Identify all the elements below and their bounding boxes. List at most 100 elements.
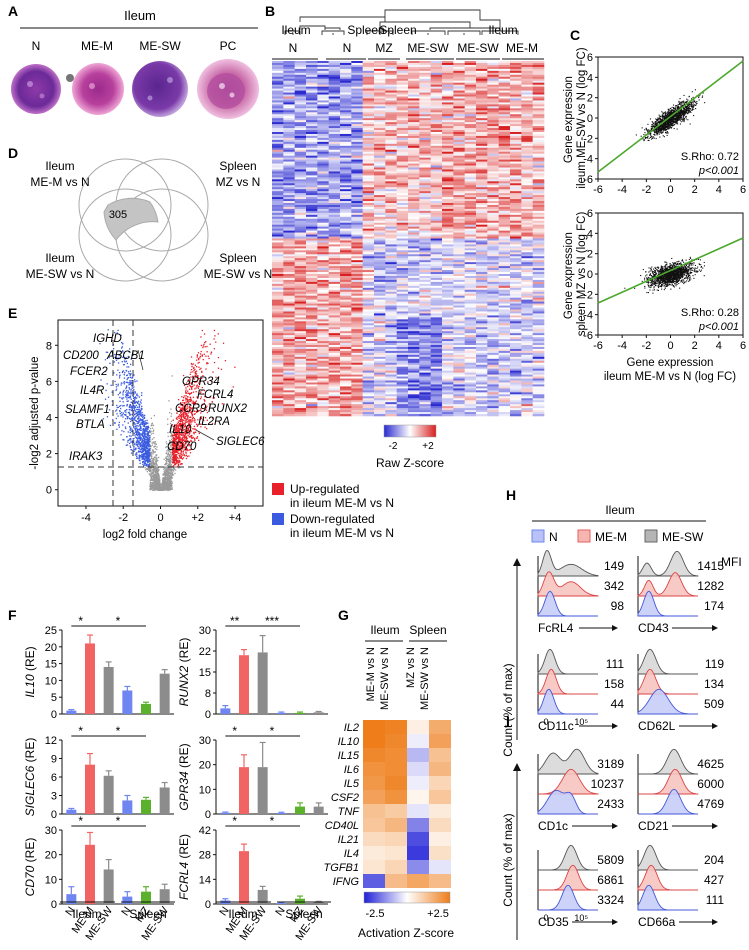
g-row-label: IL2 (344, 722, 359, 734)
volcano-xtick: +2 (191, 512, 204, 524)
histogram-curve (638, 768, 699, 795)
gene-label: SIGLEC6 (216, 436, 265, 448)
g-legend-max: +2.5 (427, 908, 449, 920)
heatmap-group-label: Ileum (488, 23, 517, 37)
marker-label: FcRL4 (538, 621, 574, 635)
g-col-label: ME-SW vs N (419, 647, 431, 710)
g-cell (385, 874, 407, 888)
sig-mark: ** (230, 614, 240, 628)
histogram-curve (637, 550, 699, 577)
bar (122, 896, 133, 904)
g-cell (407, 734, 429, 748)
mfi-value: 44 (611, 697, 625, 711)
mfi-value: 3324 (597, 893, 624, 907)
volcano-gene-labels: IGHD CD200 ABCB1 FCER2 IL4R SLAMF1 BTLA … (63, 333, 265, 463)
bar (66, 894, 77, 904)
gene-label: BTLA (76, 419, 105, 431)
bar-chart-il10: 0 5 10 15 20 25 IL10 (RE) * * (23, 614, 174, 721)
histogram-cd1c: 3189 10237 2433 CD1c (537, 748, 624, 833)
mfi-value: 342 (604, 579, 624, 593)
histogram-curve (637, 590, 698, 617)
heatmap-subgroup-label: N (343, 41, 352, 55)
panel-b: Ileum Spleen Spleen Ileum N N MZ ME-SW M… (272, 9, 545, 470)
bar-ytick: 14 (199, 874, 211, 886)
bar-ylabel: CD70 (RE) (23, 838, 37, 897)
scatter-ylabel: Gene expression spleen MZ vs N (log FC) (563, 212, 588, 337)
sig-mark: * (78, 724, 83, 738)
scatter-ylabel: Gene expression ileum ME-SW vs N (log FC… (563, 47, 588, 188)
bar (85, 844, 95, 904)
cell-image-n (11, 64, 61, 114)
g-row-label: IL5 (344, 778, 360, 790)
g-cell (385, 860, 407, 874)
histogram-cd62l: 119 134 509 CD62L (637, 648, 724, 733)
heatmap-subgroup-label: ME-SW (407, 41, 449, 55)
g-cell (407, 818, 429, 832)
bar-ytick: 15 (199, 667, 211, 679)
mfi-value: 119 (705, 657, 724, 671)
gene-label: IL2RA (198, 416, 230, 428)
scatter-xlabel: Gene expression (627, 357, 714, 369)
scatter-ytick: -4 (583, 310, 593, 322)
g-cell (363, 846, 385, 860)
g-col-label: MZ vs N (405, 647, 417, 688)
bar-chart-siglec6: 0 3 6 9 12 SIGLEC6 (RE) * * (23, 724, 174, 821)
sig-mark: * (116, 724, 121, 738)
bar-ylabel: RUNX2 (RE) (177, 638, 191, 707)
histogram-curve (537, 748, 599, 775)
scatter-xtick: -4 (617, 340, 627, 352)
g-cell (407, 762, 429, 776)
bar-ytick: 10 (45, 874, 57, 886)
bar (85, 643, 95, 714)
g-cell (363, 776, 385, 790)
mfi-value: 427 (704, 873, 724, 887)
g-row-label: IL6 (344, 764, 360, 776)
bar (276, 813, 287, 814)
histogram-curve (537, 590, 598, 617)
gene-leader-lines (137, 349, 215, 441)
gene-label: CD70 (167, 441, 197, 453)
venn-overlap (103, 197, 159, 241)
g-legend-min: -2.5 (366, 908, 385, 920)
volcano-xtick: -4 (81, 512, 91, 524)
panel-a-label: N (32, 39, 41, 53)
bar (159, 673, 170, 714)
bar (141, 703, 151, 714)
histogram-curve (638, 788, 699, 815)
histogram-curve (537, 789, 598, 815)
scatter-ytick: -2 (583, 289, 593, 301)
gene-label: RUNX2 (208, 403, 248, 415)
histogram-curve (537, 668, 598, 695)
g-cell (429, 804, 451, 818)
volcano-ytick: 4 (46, 413, 52, 425)
g-row-label: IL15 (338, 750, 360, 762)
marker-label: CD62L (638, 719, 676, 733)
bar-ytick: 20 (45, 642, 57, 654)
g-row-label: IL21 (338, 834, 359, 846)
gene-label: IL10 (169, 424, 192, 436)
heatmap-group-label: Spleen (379, 23, 416, 37)
bar (239, 655, 249, 714)
bar (276, 712, 287, 714)
marker-label: CD66a (638, 915, 676, 929)
scatter-xtick: 4 (716, 184, 722, 196)
tissue-label: Spleen (285, 907, 322, 921)
volcano-ytick: 8 (46, 340, 52, 352)
bar (313, 806, 324, 814)
scatter-rho: S.Rho: 0.72 (681, 151, 739, 163)
panel-letter: E (8, 305, 17, 321)
mfi-value: 4625 (697, 757, 724, 771)
bar (141, 799, 151, 814)
panel-a-group-label: Ileum (124, 8, 156, 23)
tissue-label: Ileum (72, 907, 101, 921)
h-legend: ME-SW (662, 530, 704, 544)
axis-tick: 0 (543, 717, 548, 727)
bar-ytick: 8 (205, 688, 211, 700)
mfi-value: 509 (704, 697, 724, 711)
panel-i: Count (% of max) 3189 10237 2433 CD1c 4625 60… (501, 748, 724, 940)
tissue-label: Spleen (129, 907, 166, 921)
bar-ytick: 15 (45, 659, 57, 671)
